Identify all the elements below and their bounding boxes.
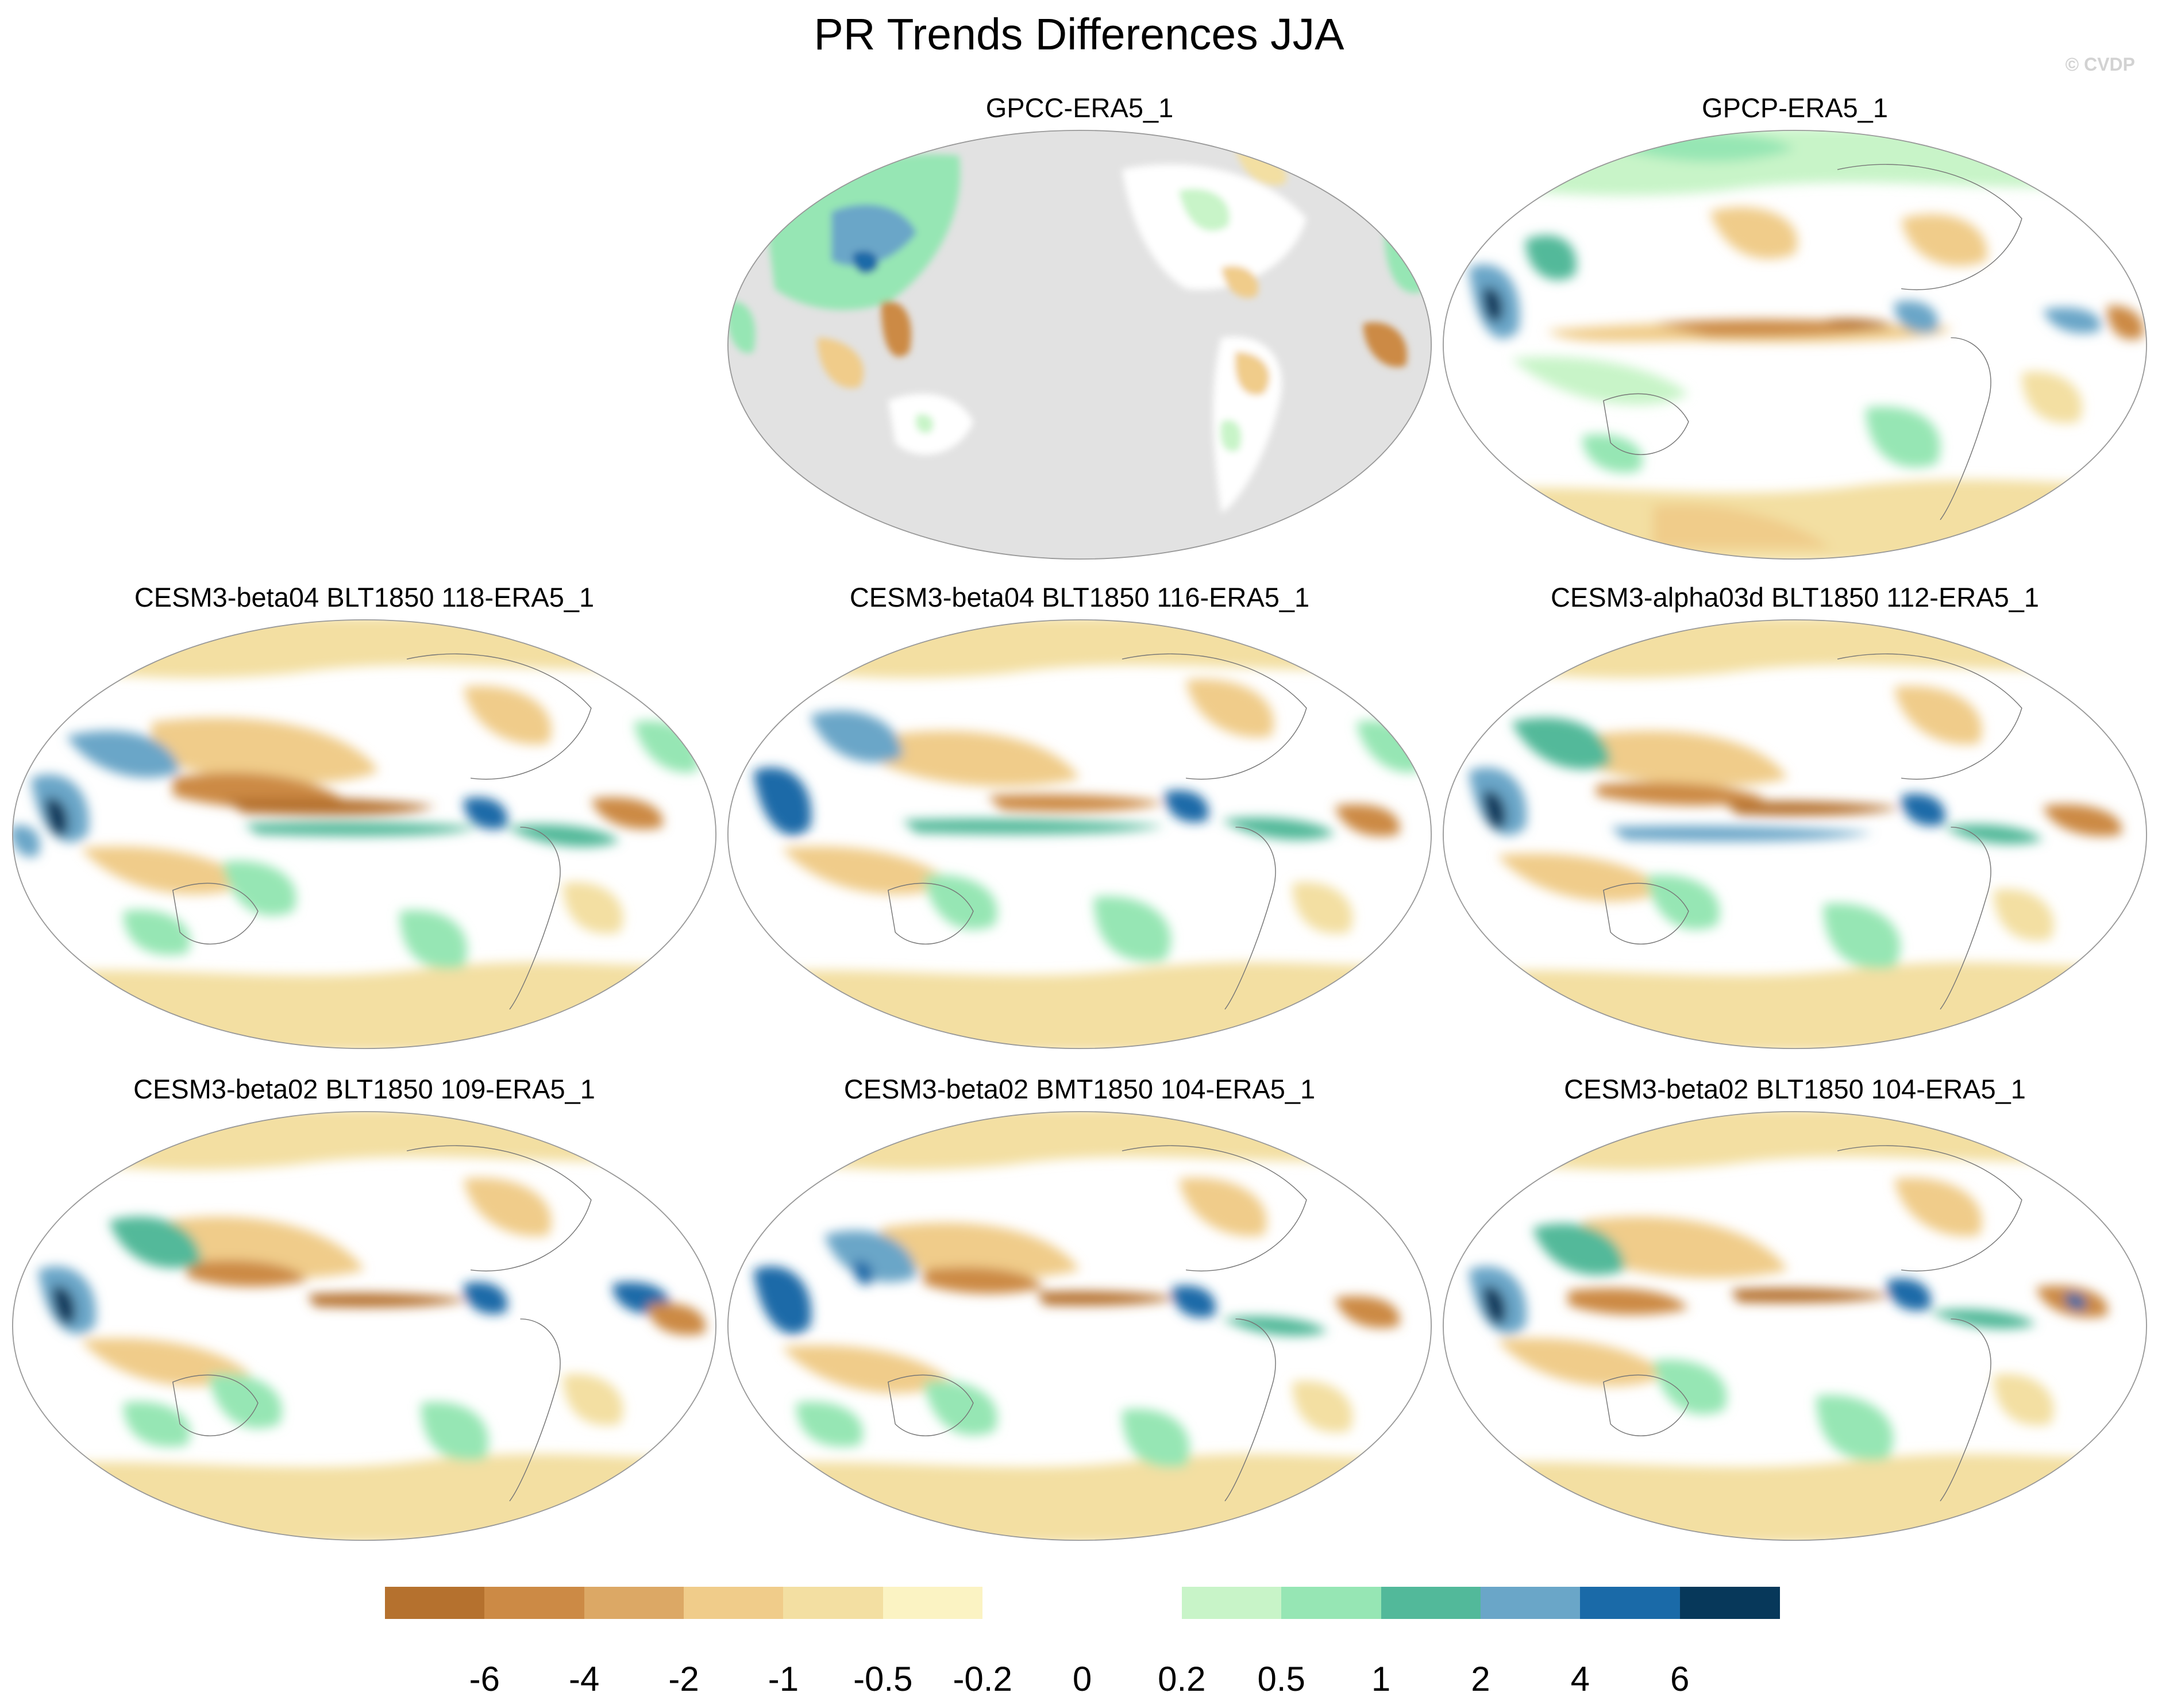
panel-cesm3-beta02-109: CESM3-beta02 BLT1850 109-ERA5_1 (4, 1073, 725, 1544)
watermark: © CVDP (2065, 54, 2135, 75)
colorbar-tick-label: 1 (1371, 1660, 1391, 1698)
colorbar-tick-label: -2 (668, 1660, 699, 1698)
colorbar-swatch (1381, 1587, 1481, 1619)
panel-title: CESM3-beta02 BLT1850 104-ERA5_1 (1564, 1074, 2026, 1104)
colorbar-tick-label: 0 (1072, 1660, 1092, 1698)
map-gpcc-era5 (725, 128, 1434, 562)
figure-title: PR Trends Differences JJA (814, 10, 1344, 59)
colorbar-swatch (584, 1587, 685, 1619)
colorbar-tick-label: -6 (469, 1660, 500, 1698)
colorbar-tick-label: 4 (1570, 1660, 1590, 1698)
map-cesm3-beta02-109 (10, 1109, 719, 1543)
colorbar-tick-label: -0.2 (953, 1660, 1012, 1698)
panel-cesm3-alpha03d-112: CESM3-alpha03d BLT1850 112-ERA5_1 (1435, 581, 2155, 1052)
panel-title: CESM3-beta04 BLT1850 118-ERA5_1 (134, 582, 595, 612)
map-cesm3-beta02-blt-104 (1440, 1109, 2149, 1543)
colorbar-swatch (385, 1587, 485, 1619)
panel-cesm3-beta04-118: CESM3-beta04 BLT1850 118-ERA5_1 (4, 581, 725, 1052)
panel-title: CESM3-beta02 BMT1850 104-ERA5_1 (843, 1074, 1316, 1104)
panel-title: CESM3-alpha03d BLT1850 112-ERA5_1 (1550, 582, 2040, 612)
colorbar-tick-label: 0.5 (1257, 1660, 1305, 1698)
colorbar-tick-label: -1 (768, 1660, 799, 1698)
colorbar-tick-label: 0.2 (1158, 1660, 1206, 1698)
panel-title: CESM3-beta02 BLT1850 109-ERA5_1 (133, 1074, 595, 1104)
colorbar-swatch (783, 1587, 884, 1619)
colorbar-swatch (1679, 1587, 1780, 1619)
colorbar-swatch (1281, 1587, 1382, 1619)
panel-gpcc-era5: GPCC-ERA5_1 (719, 92, 1440, 563)
map-cesm3-alpha03d-112 (1440, 617, 2149, 1051)
colorbar-tick-label: 6 (1670, 1660, 1690, 1698)
panel-title: CESM3-beta04 BLT1850 116-ERA5_1 (849, 582, 1310, 612)
colorbar-swatch (684, 1587, 784, 1619)
panel-cesm3-beta02-bmt-104: CESM3-beta02 BMT1850 104-ERA5_1 (719, 1073, 1440, 1544)
colorbar-swatch (484, 1587, 585, 1619)
map-cesm3-beta02-bmt-104 (725, 1109, 1434, 1543)
colorbar-tick-label: -0.5 (853, 1660, 913, 1698)
colorbar-tick-label: 2 (1471, 1660, 1490, 1698)
colorbar-swatch (1580, 1587, 1681, 1619)
panel-cesm3-beta04-116: CESM3-beta04 BLT1850 116-ERA5_1 (719, 581, 1440, 1052)
map-cesm3-beta04-118 (10, 617, 719, 1051)
colorbar-swatch (982, 1587, 1083, 1619)
colorbar-swatch (1181, 1587, 1282, 1619)
colorbar-swatch (883, 1587, 984, 1619)
panel-cesm3-beta02-blt-104: CESM3-beta02 BLT1850 104-ERA5_1 (1435, 1073, 2155, 1544)
panel-title: GPCC-ERA5_1 (985, 92, 1174, 123)
colorbar-swatch (1480, 1587, 1581, 1619)
colorbar-tick-label: -4 (569, 1660, 600, 1698)
colorbar-swatch (1082, 1587, 1182, 1619)
panel-gpcp-era5: GPCP-ERA5_1 (1435, 92, 2155, 563)
panel-title: GPCP-ERA5_1 (1702, 92, 1888, 123)
map-cesm3-beta04-116 (725, 617, 1434, 1051)
map-gpcp-era5 (1440, 128, 2149, 562)
colorbar (385, 1587, 1780, 1619)
